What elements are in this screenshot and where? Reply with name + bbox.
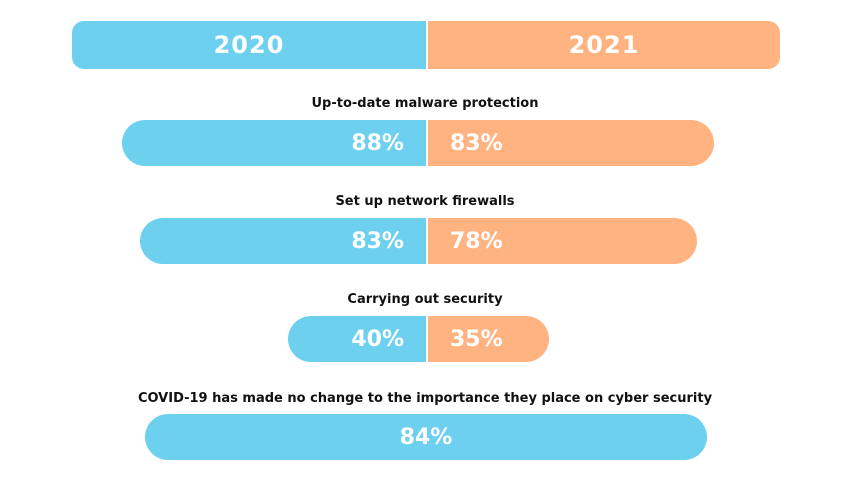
category-label-firewalls: Set up network firewalls [335, 194, 515, 209]
data-label-summary: 84% [399, 424, 453, 450]
data-label-security-2020: 40% [351, 326, 404, 352]
bar-firewalls-2020: 83% [139, 218, 426, 264]
bar-malware-2021: 83% [428, 120, 715, 166]
data-label-malware-2021: 83% [450, 130, 503, 156]
data-label-firewalls-2021: 78% [450, 228, 503, 254]
bar-summary: 84% [144, 414, 708, 460]
summary-label: COVID-19 has made no change to the impor… [137, 391, 713, 406]
bar-security-2020: 40% [288, 316, 426, 362]
bar-firewalls-2021: 78% [428, 218, 698, 264]
legend-2020-label: 2020 [213, 31, 285, 59]
data-label-security-2021: 35% [450, 326, 503, 352]
legend-2020: 2020 [72, 21, 426, 69]
category-label-malware: Up-to-date malware protection [311, 96, 539, 111]
legend-2021: 2021 [428, 21, 780, 69]
legend-2021-label: 2021 [568, 31, 640, 59]
bar-security-2021: 35% [428, 316, 549, 362]
category-label-security: Carrying out security [347, 292, 503, 307]
data-label-malware-2020: 88% [351, 130, 404, 156]
data-label-firewalls-2020: 83% [351, 228, 404, 254]
bar-malware-2020: 88% [122, 120, 426, 166]
